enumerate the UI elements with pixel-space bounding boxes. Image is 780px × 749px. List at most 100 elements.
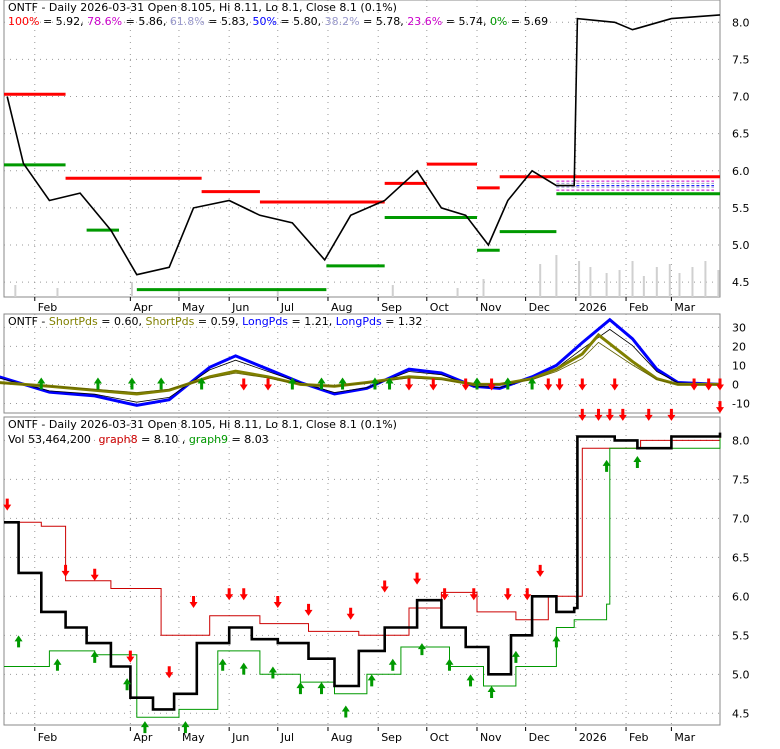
y-tick-label: 7.5 xyxy=(732,53,750,66)
sell-arrow xyxy=(644,408,653,421)
fib-level-label: 100% xyxy=(8,15,39,28)
buy-arrow xyxy=(367,674,376,687)
volume-bars xyxy=(14,255,720,297)
volume-bar xyxy=(177,291,180,297)
x-tick-label: Feb xyxy=(38,301,57,314)
fib-level-label: 78.6% xyxy=(87,15,122,28)
sell-arrow xyxy=(610,378,619,391)
x-tick-label: Sep xyxy=(381,731,402,744)
y-tick-label: 7.5 xyxy=(732,473,750,486)
sell-arrow xyxy=(555,378,564,391)
buy-arrow xyxy=(466,674,475,687)
volume-bar xyxy=(14,285,17,297)
sell-arrow xyxy=(578,378,587,391)
sell-arrow xyxy=(716,401,724,414)
volume-bar xyxy=(539,264,542,297)
buy-arrow xyxy=(602,459,611,472)
support-resistance-lines xyxy=(4,92,720,292)
momentum-signal-arrows xyxy=(37,377,724,391)
y-tick-label: 0 xyxy=(732,378,739,391)
momentum-legend-value: = 1.32 xyxy=(382,315,423,328)
buy-arrow xyxy=(268,666,277,679)
momentum-legend-label: ShortPds xyxy=(49,315,98,328)
sell-arrow xyxy=(461,378,470,391)
volume-bar xyxy=(482,279,485,297)
y-tick-label: 5.0 xyxy=(732,668,750,681)
price-line xyxy=(4,432,722,711)
price-fib-y-axis: 4.5 5.0 5.5 6.0 6.5 7.0 7.5 8.0 xyxy=(732,16,750,289)
signal-price-series xyxy=(4,432,722,718)
x-tick-label: Oct xyxy=(430,731,450,744)
buy-arrow xyxy=(90,650,99,663)
x-tick-label: May xyxy=(182,731,205,744)
volume-bar xyxy=(56,288,59,297)
buy-arrow xyxy=(528,377,537,390)
momentum-series xyxy=(0,317,721,407)
signal-price-panel: ONTF - Daily 2026-03-31 Open 8.105, Hi 8… xyxy=(3,401,750,744)
momentum-line xyxy=(0,332,720,396)
y-tick-label: 4.5 xyxy=(732,276,750,289)
signal-price-arrows xyxy=(3,401,724,734)
volume-bar xyxy=(631,261,634,297)
sell-arrow xyxy=(404,378,413,391)
fib-level-value: = 5.92 xyxy=(39,15,80,28)
volume-bar xyxy=(555,255,558,297)
y-tick-label: 30 xyxy=(732,321,746,334)
buy-arrow xyxy=(123,678,132,691)
buy-arrow xyxy=(37,377,46,390)
x-tick-label: Aug xyxy=(331,731,352,744)
buy-arrow xyxy=(218,658,227,671)
volume-bar xyxy=(391,285,394,297)
buy-arrow xyxy=(14,635,23,648)
momentum-legend-label: LongPds xyxy=(242,315,288,328)
volume-bar xyxy=(605,273,608,297)
x-tick-label: Dec xyxy=(529,731,550,744)
sell-arrow xyxy=(61,564,70,577)
x-tick-label: Jul xyxy=(280,731,294,744)
signal-price-legend: Vol 53,464,200 graph8 = 8.10 , graph9 = … xyxy=(8,433,269,446)
buy-arrow xyxy=(317,377,326,390)
price-fib-frame xyxy=(3,0,721,298)
sell-arrow xyxy=(487,378,496,391)
y-tick-label: 5.5 xyxy=(732,629,750,642)
x-tick-label: Feb xyxy=(629,301,648,314)
buy-arrow xyxy=(445,658,454,671)
signal-price-y-axis: 4.5 5.0 5.5 6.0 6.5 7.0 7.5 8.0 xyxy=(732,434,750,720)
buy-arrow xyxy=(296,682,305,695)
sell-arrow xyxy=(618,408,627,421)
fib-level-label: 50% xyxy=(252,15,276,28)
buy-arrow xyxy=(388,658,397,671)
volume-bar xyxy=(691,267,694,297)
y-tick-label: 10 xyxy=(732,359,746,372)
x-tick-label: 2026 xyxy=(579,301,607,314)
sell-arrow xyxy=(544,378,553,391)
graph8-value: 8.10 xyxy=(154,433,179,446)
fib-level-label: 23.6% xyxy=(407,15,442,28)
sell-arrow xyxy=(716,378,724,391)
momentum-legend: ONTF - ShortPds = 0.60, ShortPds = 0.59,… xyxy=(8,315,422,328)
signal-price-title: ONTF - Daily 2026-03-31 Open 8.105, Hi 8… xyxy=(8,418,397,431)
momentum-panel: ONTF - ShortPds = 0.60, ShortPds = 0.59,… xyxy=(0,313,750,414)
x-tick-label: Jun xyxy=(231,731,249,744)
buy-arrow xyxy=(53,658,62,671)
buy-arrow xyxy=(370,377,379,390)
y-tick-label: 6.5 xyxy=(732,128,750,141)
momentum-legend-value: = 1.21 xyxy=(288,315,329,328)
y-tick-label: 7.0 xyxy=(732,512,750,525)
buy-arrow xyxy=(473,377,482,390)
sell-arrow xyxy=(189,596,198,609)
x-tick-label: Feb xyxy=(38,731,57,744)
x-tick-label: Dec xyxy=(529,301,550,314)
buy-arrow xyxy=(552,635,561,648)
volume-bar xyxy=(456,288,459,297)
momentum-line xyxy=(0,317,721,407)
momentum-y-axis: -10 0 10 20 30 xyxy=(732,321,750,410)
price-fib-title: ONTF - Daily 2026-03-31 Open 8.105, Hi 8… xyxy=(8,1,397,14)
volume-bar xyxy=(717,270,720,297)
sell-arrow xyxy=(413,572,422,585)
sell-arrow xyxy=(594,408,603,421)
price-series xyxy=(6,14,721,276)
y-tick-label: 7.0 xyxy=(732,91,750,104)
sell-arrow xyxy=(605,408,614,421)
volume-text: Vol 53,464,200 xyxy=(8,433,91,446)
